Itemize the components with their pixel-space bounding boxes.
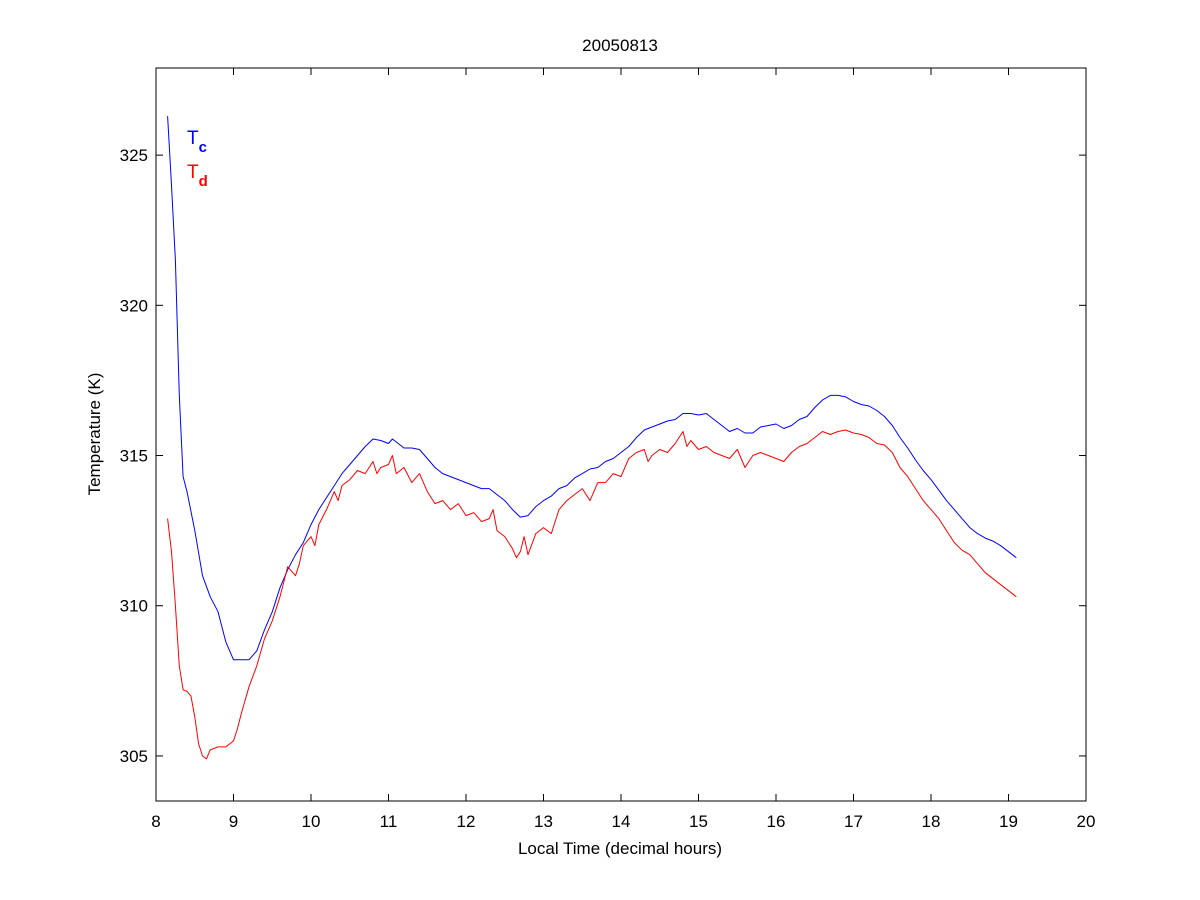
- y-tick-label: 325: [120, 146, 148, 165]
- legend-main: T: [187, 162, 199, 183]
- x-tick-label: 8: [151, 812, 160, 831]
- series-line-td: [167, 429, 1017, 760]
- y-axis-label: Temperature (K): [85, 373, 104, 496]
- x-tick-label: 17: [844, 812, 863, 831]
- x-tick-label: 14: [612, 812, 631, 831]
- y-tick-label: 310: [120, 597, 148, 616]
- x-tick-label: 9: [229, 812, 238, 831]
- legend-entry: Tc: [187, 128, 207, 156]
- legend-main: T: [187, 128, 199, 149]
- legend-subscript: c: [199, 139, 207, 156]
- y-tick-label: 305: [120, 747, 148, 766]
- x-tick-label: 10: [302, 812, 321, 831]
- x-tick-label: 18: [922, 812, 941, 831]
- x-tick-label: 13: [534, 812, 553, 831]
- x-tick-label: 11: [380, 812, 398, 831]
- y-tick-label: 315: [120, 447, 148, 466]
- chart-title: 20050813: [582, 36, 658, 55]
- x-tick-label: 19: [999, 812, 1018, 831]
- x-axis-label: Local Time (decimal hours): [518, 839, 722, 858]
- x-tick-label: 15: [689, 812, 708, 831]
- x-tick-label: 16: [767, 812, 786, 831]
- axis-ticks: 8 9 10 11 12 13 14 15 16 17 18 19 20 305 310 315 320 325: [120, 68, 1096, 831]
- x-tick-label: 12: [457, 812, 476, 831]
- plot-area: [155, 67, 1087, 802]
- series-line-tc: [167, 116, 1017, 661]
- y-tick-label: 320: [120, 296, 148, 315]
- legend-entry: Td: [187, 162, 208, 190]
- x-tick-label: 20: [1077, 812, 1096, 831]
- legend-subscript: d: [199, 173, 208, 190]
- series-layer: [167, 116, 1017, 760]
